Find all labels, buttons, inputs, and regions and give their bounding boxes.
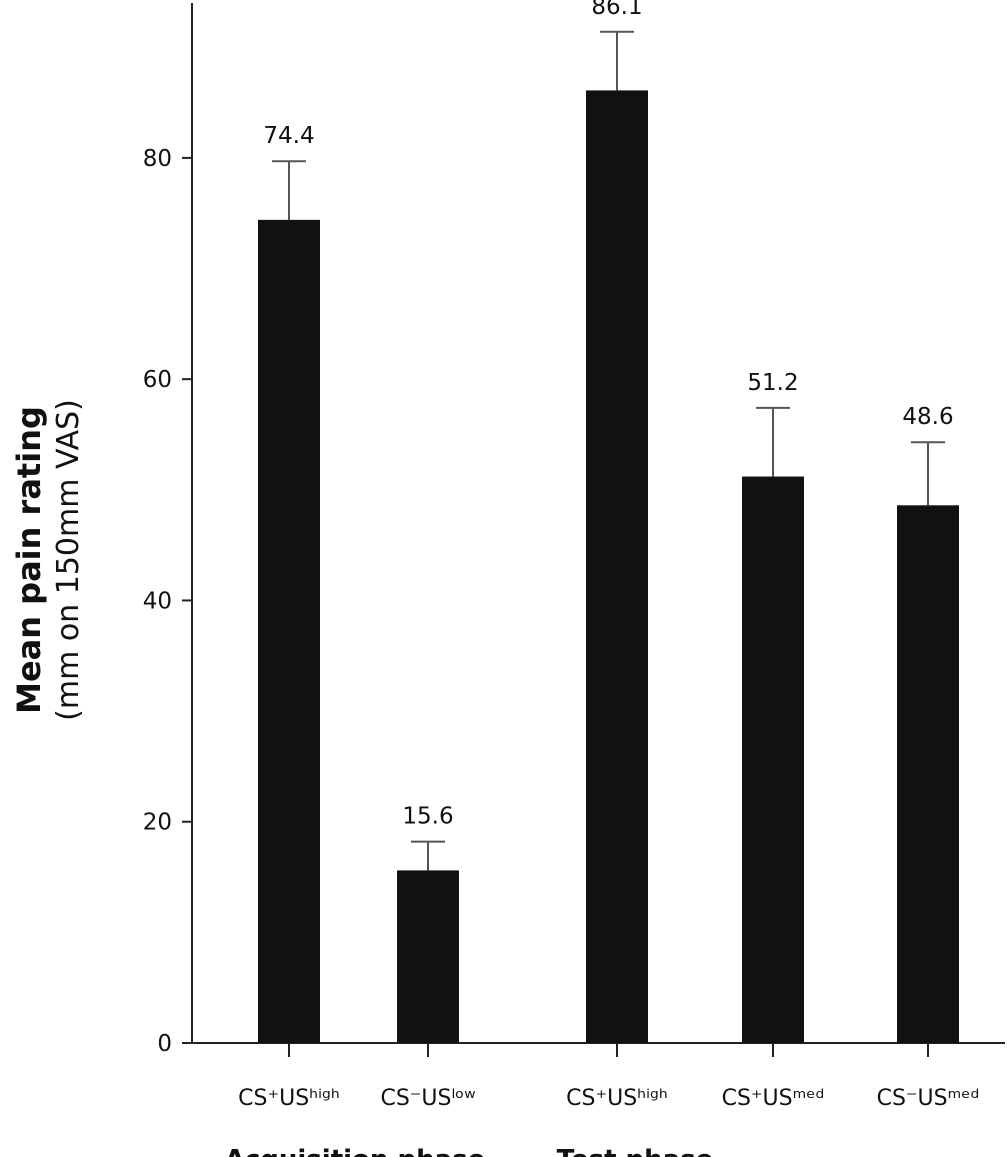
bar xyxy=(397,870,459,1043)
x-tick-label: CS⁺USᵐᵉᵈ xyxy=(722,1086,825,1111)
value-label: 74.4 xyxy=(263,123,314,149)
x-tick-label: CS⁻USᵐᵉᵈ xyxy=(877,1086,980,1111)
y-tick-label: 80 xyxy=(143,146,172,172)
y-label: Mean pain rating xyxy=(10,406,48,714)
bar xyxy=(586,90,648,1044)
bar xyxy=(258,219,320,1043)
y-axis-title: Mean pain rating (mm on 150mm VAS) xyxy=(10,399,86,721)
y-tick-label: 60 xyxy=(143,367,172,393)
x-tick-label: CS⁺USʰⁱᵍʰ xyxy=(238,1086,340,1111)
y-tick-label: 20 xyxy=(143,810,172,836)
y-tick-label: 40 xyxy=(143,588,172,614)
bar xyxy=(897,505,959,1044)
x-tick-label: CS⁺USʰⁱᵍʰ xyxy=(566,1086,668,1111)
y-tick-label: 0 xyxy=(157,1031,172,1057)
x-tick-label: CS⁻USˡᵒʷ xyxy=(380,1086,475,1111)
group-label: Test phase xyxy=(557,1145,714,1157)
bar xyxy=(742,476,804,1043)
value-label: 51.2 xyxy=(747,370,798,396)
value-label: 15.6 xyxy=(402,804,453,830)
group-label: Acquisition phase xyxy=(225,1145,486,1157)
y-sublabel: (mm on 150mm VAS) xyxy=(51,399,86,721)
value-label: 48.6 xyxy=(902,404,953,430)
value-label: 86.1 xyxy=(591,0,642,20)
